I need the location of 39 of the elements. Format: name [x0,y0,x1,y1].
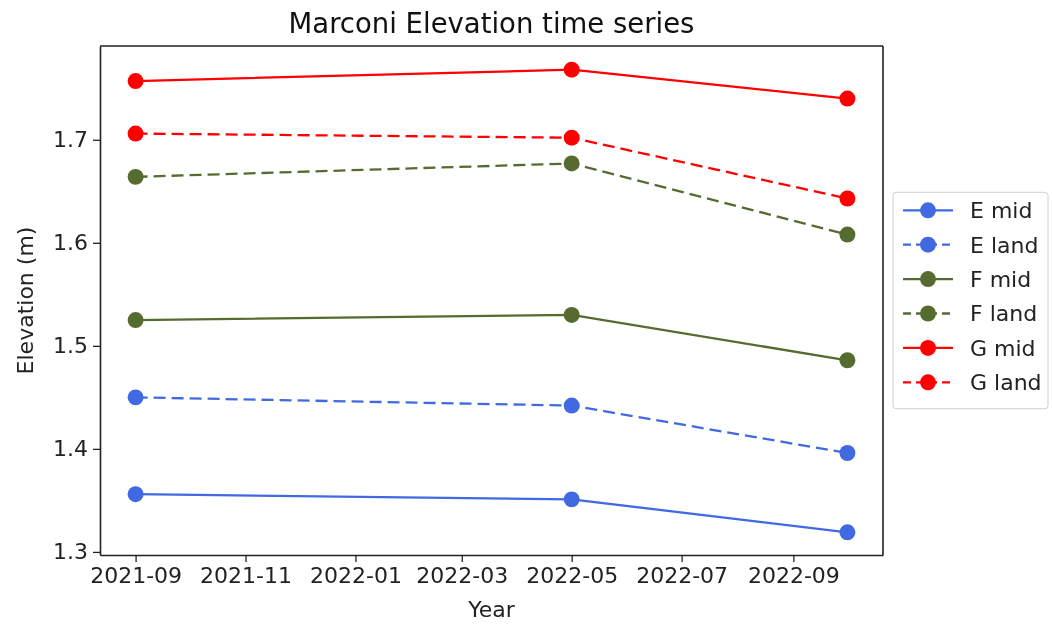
legend-label: G land [970,370,1042,396]
point [563,306,580,323]
legend-label: F land [970,301,1038,327]
x-tick-label: 2021-09 [90,562,183,588]
chart-title: Marconi Elevation time series [288,7,695,39]
y-tick-label: 1.4 [53,436,88,462]
x-tick-label: 2022-05 [526,562,619,588]
point [127,168,144,185]
point [839,524,856,541]
y-axis-title: Elevation (m) [13,226,38,375]
point [839,190,856,207]
x-tick-label: 2021-11 [200,562,292,588]
legend-label: E land [970,232,1039,258]
point [127,73,144,89]
legend-label: G mid [970,335,1036,361]
x-tick-label: 2022-09 [747,562,840,588]
legend-label: E mid [970,198,1033,224]
point [839,445,856,461]
point [563,129,580,146]
point [839,352,856,369]
point [127,486,144,503]
x-tick-label: 2022-03 [416,562,509,588]
point [127,125,144,142]
point [127,312,144,329]
point [839,226,856,243]
x-axis-title: Year [467,597,516,622]
y-tick-label: 1.5 [53,333,88,359]
point [563,61,580,78]
point [563,397,580,414]
y-tick-label: 1.7 [53,127,88,153]
x-tick-label: 2022-07 [636,562,729,588]
point [839,90,856,107]
point [563,155,580,172]
x-tick-label: 2022-01 [309,562,402,588]
y-tick-label: 1.6 [53,230,88,256]
legend-label: F mid [970,267,1032,293]
y-tick-label: 1.3 [53,539,88,565]
point [563,491,580,508]
point [127,389,144,406]
